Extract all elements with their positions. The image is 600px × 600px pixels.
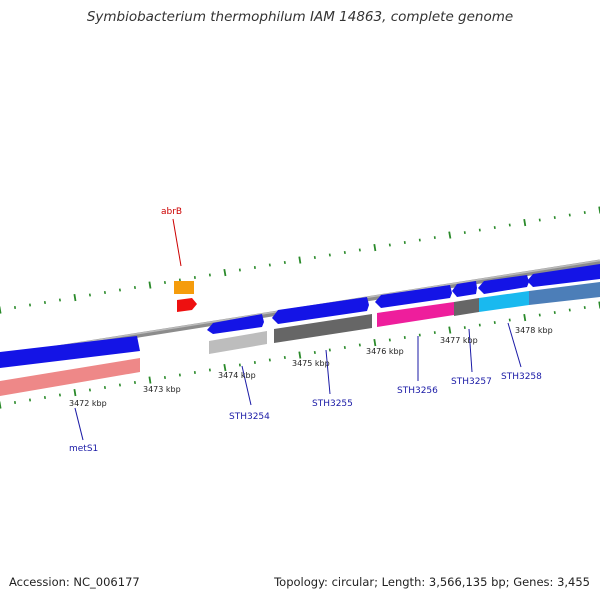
right-edge-gene-arrow[interactable] [527,264,600,287]
outer-scale-minor-tick [328,253,331,257]
tick-label-3478: 3478 kbp [515,326,553,335]
inner-scale-major-tick [298,351,302,359]
metS1-label-line [74,407,84,441]
inner-scale-minor-tick [343,345,346,350]
abrB-feature-orange[interactable] [174,281,194,294]
inner-scale-minor-tick [58,393,61,397]
tick-label-3475: 3475 kbp [292,359,330,368]
outer-scale-major-tick [298,256,302,264]
inner-scale-minor-tick [313,350,316,355]
inner-scale-minor-tick [358,343,361,347]
inner-scale-minor-tick [553,311,556,315]
inner-scale-minor-tick [268,358,271,362]
STH3256-gene-arrow[interactable] [375,285,452,308]
outer-scale-minor-tick [43,300,46,305]
outer-scale-minor-tick [88,293,91,297]
inner-scale-major-tick [148,376,152,384]
inner-scale-minor-tick [388,338,391,342]
inner-scale-major-tick [0,401,2,409]
metS1-gene-arrow[interactable] [0,336,140,368]
inner-scale-minor-tick [118,383,121,387]
STH3255-gene-arrow[interactable] [272,297,369,324]
gene-label-STH3255: STH3255 [312,399,353,409]
outer-scale-minor-tick [58,298,61,302]
outer-scale-minor-tick [493,226,496,230]
tick-label-3476: 3476 kbp [366,347,404,356]
outer-scale-minor-tick [268,263,271,267]
outer-scale-minor-tick [508,223,511,227]
STH3258-label-line [507,322,522,368]
outer-scale-minor-tick [103,290,106,295]
inner-scale-minor-tick [568,308,571,312]
STH3254-feature-bar[interactable] [209,331,267,354]
outer-tick-scale [0,206,600,314]
inner-scale-minor-tick [328,348,331,352]
inner-scale-minor-tick [43,395,46,400]
gene-label-metS1: metS1 [69,444,98,454]
inner-scale-minor-tick [583,306,586,310]
inner-tick-scale [0,301,600,409]
inner-scale-major-tick [373,338,377,347]
gene-label-abrB: abrB [161,207,182,217]
tick-label-3474: 3474 kbp [218,371,256,380]
STH3254-label-line [241,365,252,406]
inner-scale-minor-tick [538,313,541,317]
STH3257-gene-arrow[interactable] [452,281,477,297]
inner-scale-major-tick [73,388,77,397]
gene-label-STH3258: STH3258 [501,372,542,382]
outer-scale-minor-tick [583,211,586,215]
tick-label-3477: 3477 kbp [440,336,478,345]
tick-label-3472: 3472 kbp [69,399,107,408]
accession-text: Accession: NC_006177 [9,575,140,589]
metS1-feature-bar[interactable] [0,358,140,396]
outer-scale-major-tick [223,268,227,277]
inner-scale-minor-tick [283,355,286,360]
outer-scale-minor-tick [568,213,571,217]
inner-scale-minor-tick [88,388,91,392]
outer-scale-minor-tick [163,280,166,285]
abrB-gene-arrow[interactable] [177,298,197,312]
STH3258-gene-arrow[interactable] [478,275,529,294]
outer-scale-minor-tick [343,250,346,255]
STH3257-label-line [468,328,473,373]
tick-label-3473: 3473 kbp [143,385,181,394]
inner-scale-minor-tick [163,375,166,380]
abrB-label-line [172,218,182,267]
STH3258-feature-bar[interactable] [479,291,529,312]
outer-scale-minor-tick [538,218,541,222]
STH3256-feature-bar[interactable] [377,302,454,327]
gene-label-STH3254: STH3254 [229,412,270,422]
outer-scale-minor-tick [553,216,556,220]
outer-scale-major-tick [73,293,77,302]
outer-scale-minor-tick [133,285,136,290]
gene-label-STH3256: STH3256 [397,386,438,396]
outer-scale-minor-tick [313,255,316,260]
outer-scale-major-tick [523,218,527,227]
STH3254-gene-arrow[interactable] [207,314,264,334]
map-title: Symbiobacterium thermophilum IAM 14863, … [86,9,514,25]
inner-scale-minor-tick [133,380,136,385]
inner-scale-minor-tick [493,321,496,325]
outer-scale-minor-tick [283,260,286,265]
inner-scale-major-tick [523,313,527,322]
outer-scale-major-tick [448,231,452,239]
STH3255-label-line [325,349,331,395]
outer-scale-major-tick [148,281,152,289]
outer-scale-major-tick [0,306,2,314]
gene-label-STH3257: STH3257 [451,377,492,387]
genome-stats-text: Topology: circular; Length: 3,566,135 bp… [274,575,590,589]
STH3255-feature-bar[interactable] [274,314,372,343]
inner-scale-major-tick [448,326,452,334]
inner-scale-minor-tick [103,385,106,390]
inner-scale-minor-tick [508,318,511,322]
STH3257-feature-bar[interactable] [454,298,479,316]
outer-scale-minor-tick [118,288,121,292]
inner-scale-major-tick [223,363,227,372]
outer-scale-minor-tick [388,243,391,247]
right-edge-feature-bar[interactable] [529,282,600,305]
outer-scale-minor-tick [358,248,361,252]
outer-scale-major-tick [373,243,377,252]
